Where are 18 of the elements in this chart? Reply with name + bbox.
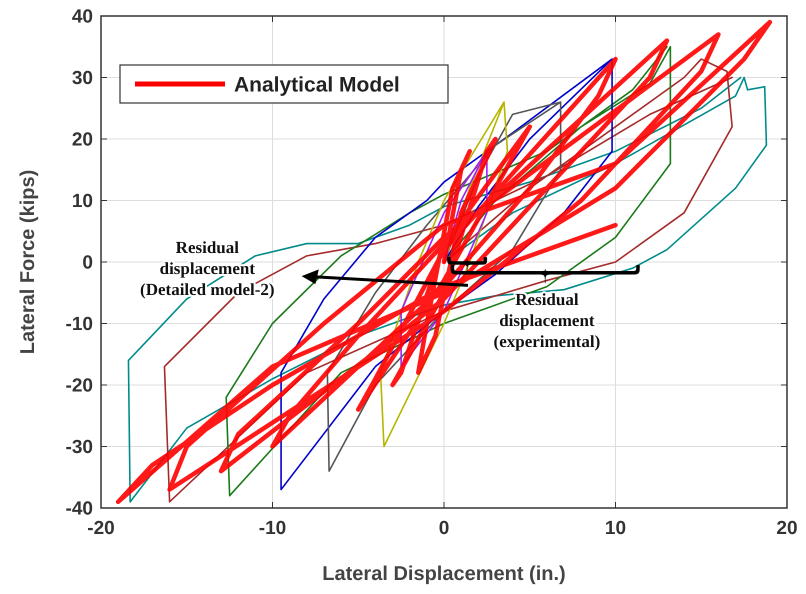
y-tick-label: 30 xyxy=(72,68,93,90)
y-tick-label: -10 xyxy=(66,314,93,336)
x-tick-label: -10 xyxy=(258,518,286,539)
y-tick-label: 0 xyxy=(82,252,93,274)
y-axis-title: Lateral Force (kips) xyxy=(17,170,39,354)
y-tick-label: 10 xyxy=(72,191,93,212)
y-tick-label: -30 xyxy=(66,437,93,458)
y-tick-label: -20 xyxy=(66,376,93,397)
x-tick-label: 10 xyxy=(604,518,626,539)
legend-label: Analytical Model xyxy=(234,73,400,96)
y-tick-label: -40 xyxy=(66,498,93,520)
x-tick-label: 20 xyxy=(776,518,798,539)
x-tick-label: -20 xyxy=(87,518,115,539)
y-tick-label: 40 xyxy=(72,6,93,28)
annotation: Residual displacement (experimental) xyxy=(494,290,600,352)
x-axis-title: Lateral Displacement (in.) xyxy=(322,563,566,585)
y-tick-label: 20 xyxy=(72,130,93,151)
x-tick-label: 0 xyxy=(438,518,450,539)
